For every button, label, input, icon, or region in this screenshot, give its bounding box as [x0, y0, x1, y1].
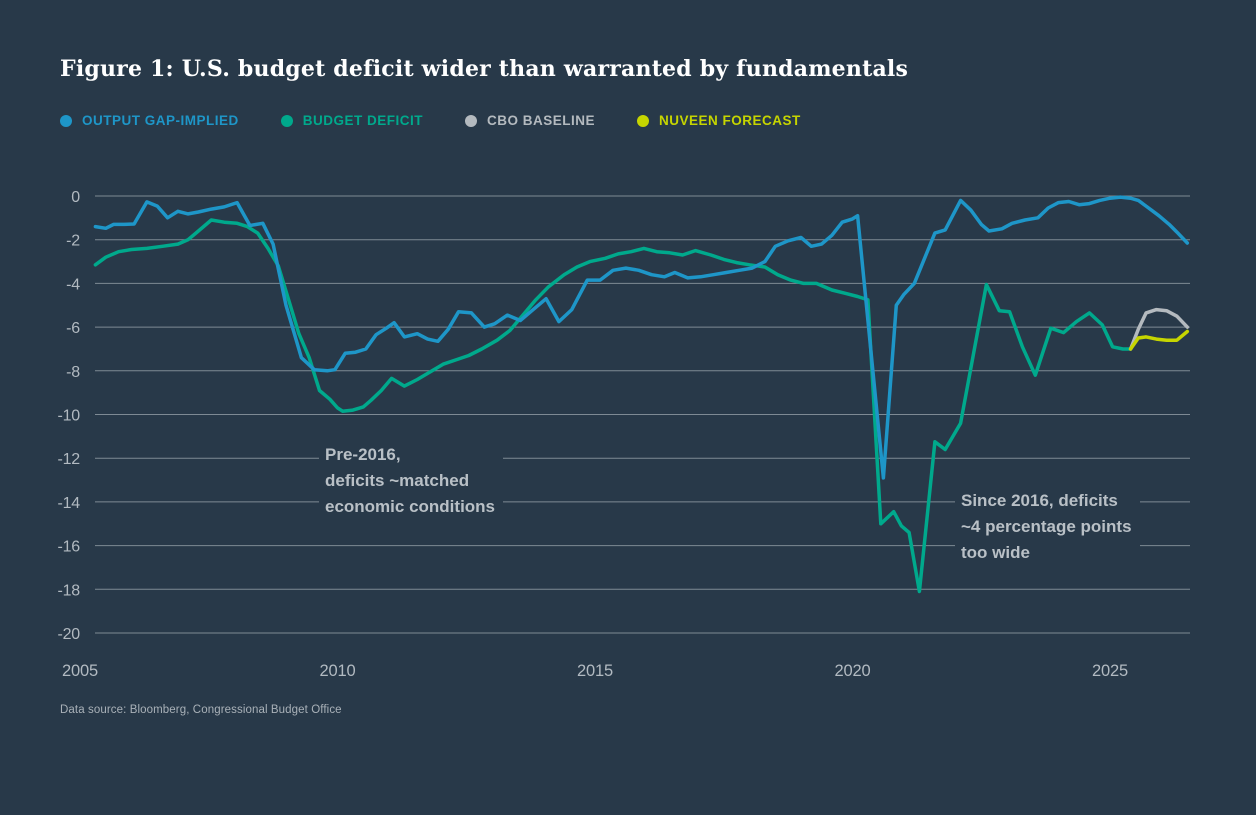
page-title: Figure 1: U.S. budget deficit wider than… — [60, 56, 909, 82]
y-axis-tick-label: -12 — [57, 451, 80, 468]
x-axis-tick-label: 2010 — [320, 662, 356, 680]
annotation-line: ~4 percentage points — [961, 517, 1132, 536]
y-axis-tick-label: -6 — [66, 320, 80, 337]
legend-item-cbo-baseline: CBO BASELINE — [465, 113, 595, 128]
y-axis-tick-label: -4 — [66, 276, 80, 293]
y-axis-tick-label: -20 — [57, 626, 80, 643]
legend-item-budget-deficit: BUDGET DEFICIT — [280, 113, 423, 128]
annotation-line: economic conditions — [325, 497, 496, 516]
series-cbo-baseline — [1128, 307, 1190, 351]
x-axis-tick-label: 2025 — [1092, 662, 1128, 680]
legend-label: NUVEEN FORECAST — [659, 113, 801, 128]
series-output-gap-implied — [93, 195, 1190, 480]
annotation-line: Since 2016, deficits — [961, 491, 1118, 510]
legend-item-output-gap-implied: OUTPUT GAP-IMPLIED — [60, 113, 239, 128]
annotation-pre-2016: Pre-2016, deficits ~matched economic condi… — [319, 440, 504, 523]
y-axis-tick-label: -10 — [57, 408, 80, 425]
chart-legend: OUTPUT GAP-IMPLIED BUDGET DEFICIT CBO BA… — [60, 113, 801, 128]
legend-dot-icon — [465, 114, 477, 127]
x-axis-tick-label: 2020 — [835, 662, 871, 680]
annotation-since-2016: Since 2016, deficits ~4 percentage points… — [955, 486, 1140, 569]
series-nuveen-forecast — [1128, 329, 1190, 351]
y-axis-tick-label: -18 — [57, 582, 80, 599]
legend-label: BUDGET DEFICIT — [302, 113, 423, 128]
annotation-line: deficits ~matched — [325, 471, 470, 490]
series-budget-deficit — [93, 218, 1133, 594]
y-axis-tick-label: -16 — [57, 539, 80, 556]
annotation-line: Pre-2016, — [325, 445, 401, 464]
y-axis-tick-label: -2 — [66, 233, 80, 250]
data-source-note: Data source: Bloomberg, Congressional Bu… — [60, 704, 342, 716]
x-axis-tick-label: 2005 — [62, 662, 98, 680]
legend-label: CBO BASELINE — [487, 113, 596, 128]
y-axis-tick-label: 0 — [71, 189, 80, 206]
x-axis-tick-label: 2015 — [577, 662, 613, 680]
legend-dot-icon — [60, 114, 72, 127]
annotation-line: too wide — [961, 543, 1030, 562]
legend-dot-icon — [637, 114, 650, 127]
legend-label: OUTPUT GAP-IMPLIED — [82, 113, 239, 128]
y-axis-tick-label: -8 — [66, 364, 80, 381]
y-axis-tick-label: -14 — [57, 495, 80, 512]
legend-dot-icon — [280, 114, 293, 127]
legend-item-nuveen-forecast: NUVEEN FORECAST — [637, 113, 801, 128]
